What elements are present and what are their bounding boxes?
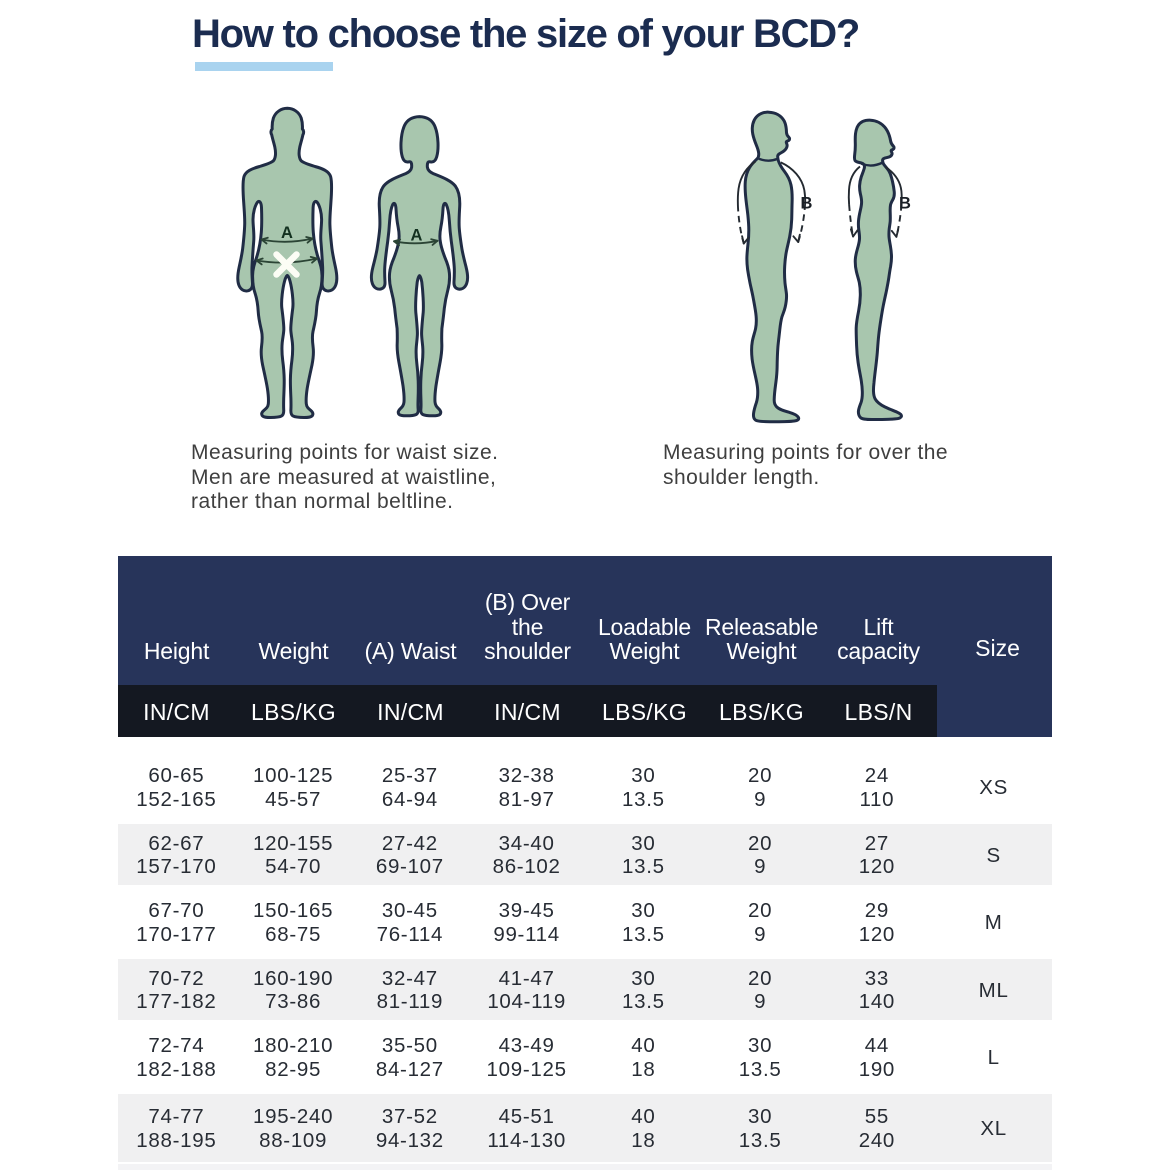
svg-text:A: A bbox=[281, 224, 293, 242]
svg-text:B: B bbox=[899, 195, 911, 213]
svg-text:B: B bbox=[801, 195, 813, 213]
svg-text:A: A bbox=[411, 227, 423, 245]
